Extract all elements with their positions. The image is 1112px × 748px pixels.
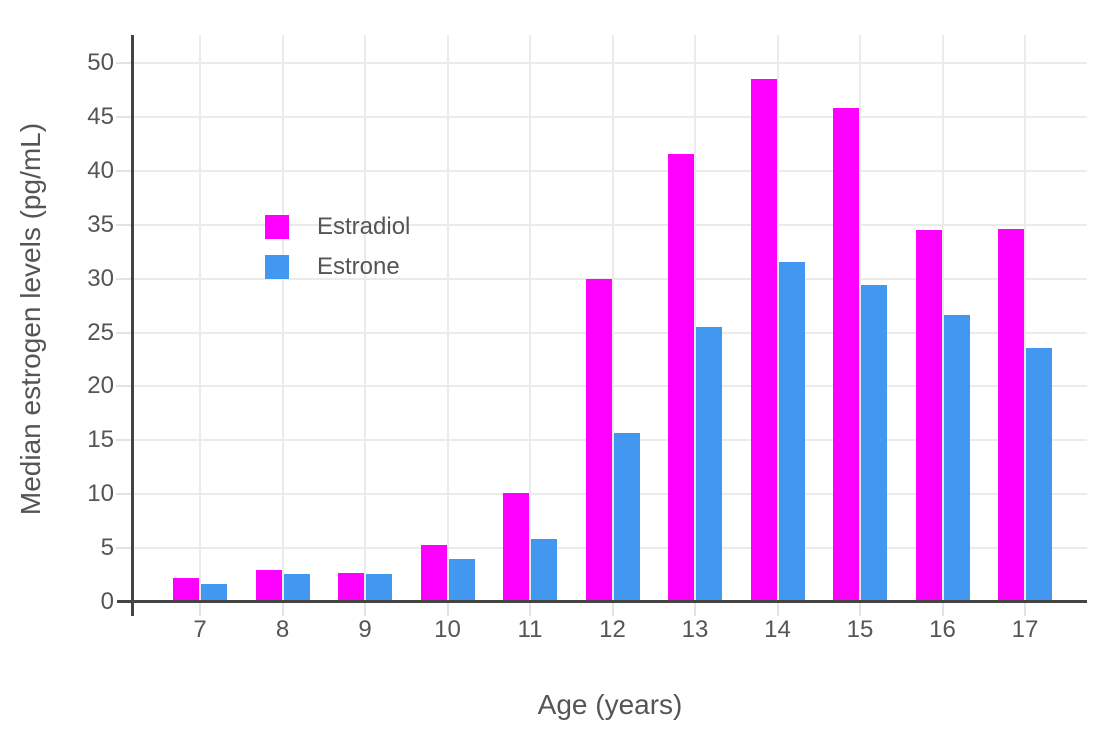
y-axis-line [131,35,134,616]
y-tick-mark [116,493,131,496]
x-tick-mark [529,602,531,616]
y-tick-mark [116,331,131,334]
y-tick-label: 30 [87,264,114,292]
x-tick-label: 14 [764,616,791,643]
bar-estrone-15 [861,285,887,602]
x-tick-mark [776,602,779,616]
bar-estrone-17 [1026,347,1052,602]
gridline-h [133,62,1087,65]
x-tick-label: 12 [599,616,626,643]
x-tick-mark [941,602,944,616]
y-tick-label: 15 [87,426,114,454]
x-tick-label: 16 [929,616,956,643]
y-tick-mark [116,169,131,172]
x-tick-label: 7 [193,616,207,643]
y-tick-label: 45 [87,102,114,130]
x-tick-label: 15 [846,616,874,643]
legend-label: Estrone [317,253,400,280]
legend-label: Estradiol [317,213,411,240]
y-tick-label: 10 [87,480,114,508]
x-tick-mark [611,602,614,616]
y-tick-label: 35 [87,210,114,238]
x-axis-title: Age (years) [537,689,683,720]
y-tick-mark [116,223,131,226]
bar-estrone-12 [613,432,640,602]
x-tick-mark [859,602,861,616]
x-tick-label: 13 [681,616,709,643]
gridline-v [529,35,531,602]
bar-estrone-7 [201,583,227,602]
bar-estradiol-9 [338,572,364,602]
gridline-v [1024,35,1026,602]
legend-swatch-estrone [265,255,289,279]
bar-estradiol-10 [420,544,447,602]
x-axis-line [117,600,1087,603]
bar-estrone-14 [778,262,805,602]
gridline-h [133,169,1087,172]
y-tick-mark [116,547,131,550]
bar-estradiol-8 [255,569,282,602]
gridline-v [941,35,944,602]
y-tick-label: 5 [100,534,114,562]
x-tick-mark [694,602,696,616]
gridline-h [133,115,1087,118]
x-tick-label: 17 [1011,616,1039,643]
bar-estrone-10 [448,558,475,602]
gridline-v [611,35,614,602]
x-tick-label: 9 [358,616,372,643]
gridline-v [776,35,779,602]
gridline-v [199,35,201,602]
bar-estradiol-13 [668,153,694,602]
bar-estradiol-15 [833,108,859,602]
gridline-v [859,35,861,602]
x-tick-mark [281,602,284,616]
y-tick-mark [116,62,131,65]
y-tick-mark [116,385,131,388]
x-tick-label: 11 [517,616,543,643]
bar-estradiol-14 [750,79,777,602]
y-tick-mark [116,115,131,118]
y-tick-label: 50 [87,49,114,77]
bar-estradiol-17 [998,229,1024,602]
y-tick-label: 20 [87,372,114,400]
gridline-v [446,35,449,602]
bar-estrone-8 [283,573,310,602]
y-tick-mark [116,439,131,442]
legend-swatch-estradiol [265,215,289,239]
x-tick-mark [446,602,449,616]
y-tick-mark [116,277,131,280]
gridline-h [133,277,1087,280]
x-tick-label: 8 [275,616,290,643]
bar-estrone-13 [696,327,722,602]
plot-area [116,35,1087,616]
bar-estrone-11 [531,539,557,602]
bar-estrone-9 [366,573,392,602]
bar-estradiol-12 [585,278,612,602]
bar-estradiol-16 [915,230,942,602]
gridline-v [694,35,696,602]
bar-estradiol-11 [503,493,529,602]
x-tick-mark [1024,602,1026,616]
gridline-v [281,35,284,602]
legend-item-estradiol[interactable]: Estradiol [265,213,410,241]
y-tick-label: 40 [87,156,114,184]
x-tick-mark [364,602,366,616]
y-tick-label: 0 [100,588,114,615]
y-axis-title: Median estrogen levels (pg/mL) [15,122,46,516]
legend: Estradiol Estrone [265,213,410,281]
gridline-v [364,35,366,602]
gridline-h [133,223,1087,226]
x-tick-mark [199,602,201,616]
bar-estrone-16 [943,315,970,602]
x-tick-label: 10 [434,616,461,643]
y-tick-label: 25 [87,318,114,346]
bar-estradiol-7 [173,578,199,602]
legend-item-estrone[interactable]: Estrone [265,253,410,281]
